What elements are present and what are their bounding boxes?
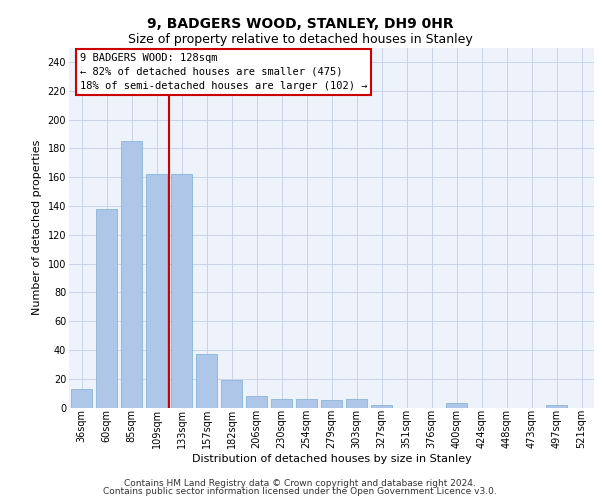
- Bar: [96, 209, 117, 408]
- Bar: [146, 174, 167, 408]
- Bar: [546, 404, 567, 407]
- Bar: [346, 399, 367, 407]
- Text: Contains HM Land Registry data © Crown copyright and database right 2024.: Contains HM Land Registry data © Crown c…: [124, 478, 476, 488]
- Bar: [171, 174, 192, 408]
- Y-axis label: Number of detached properties: Number of detached properties: [32, 140, 42, 315]
- Text: Contains public sector information licensed under the Open Government Licence v3: Contains public sector information licen…: [103, 487, 497, 496]
- Bar: [71, 389, 92, 407]
- Bar: [221, 380, 242, 407]
- Bar: [296, 399, 317, 407]
- Bar: [371, 404, 392, 407]
- Text: 9 BADGERS WOOD: 128sqm
← 82% of detached houses are smaller (475)
18% of semi-de: 9 BADGERS WOOD: 128sqm ← 82% of detached…: [79, 53, 367, 91]
- Bar: [196, 354, 217, 408]
- X-axis label: Distribution of detached houses by size in Stanley: Distribution of detached houses by size …: [191, 454, 472, 464]
- Bar: [121, 141, 142, 407]
- Bar: [321, 400, 342, 407]
- Bar: [271, 399, 292, 407]
- Text: Size of property relative to detached houses in Stanley: Size of property relative to detached ho…: [128, 32, 472, 46]
- Text: 9, BADGERS WOOD, STANLEY, DH9 0HR: 9, BADGERS WOOD, STANLEY, DH9 0HR: [146, 18, 454, 32]
- Bar: [446, 403, 467, 407]
- Bar: [246, 396, 267, 407]
